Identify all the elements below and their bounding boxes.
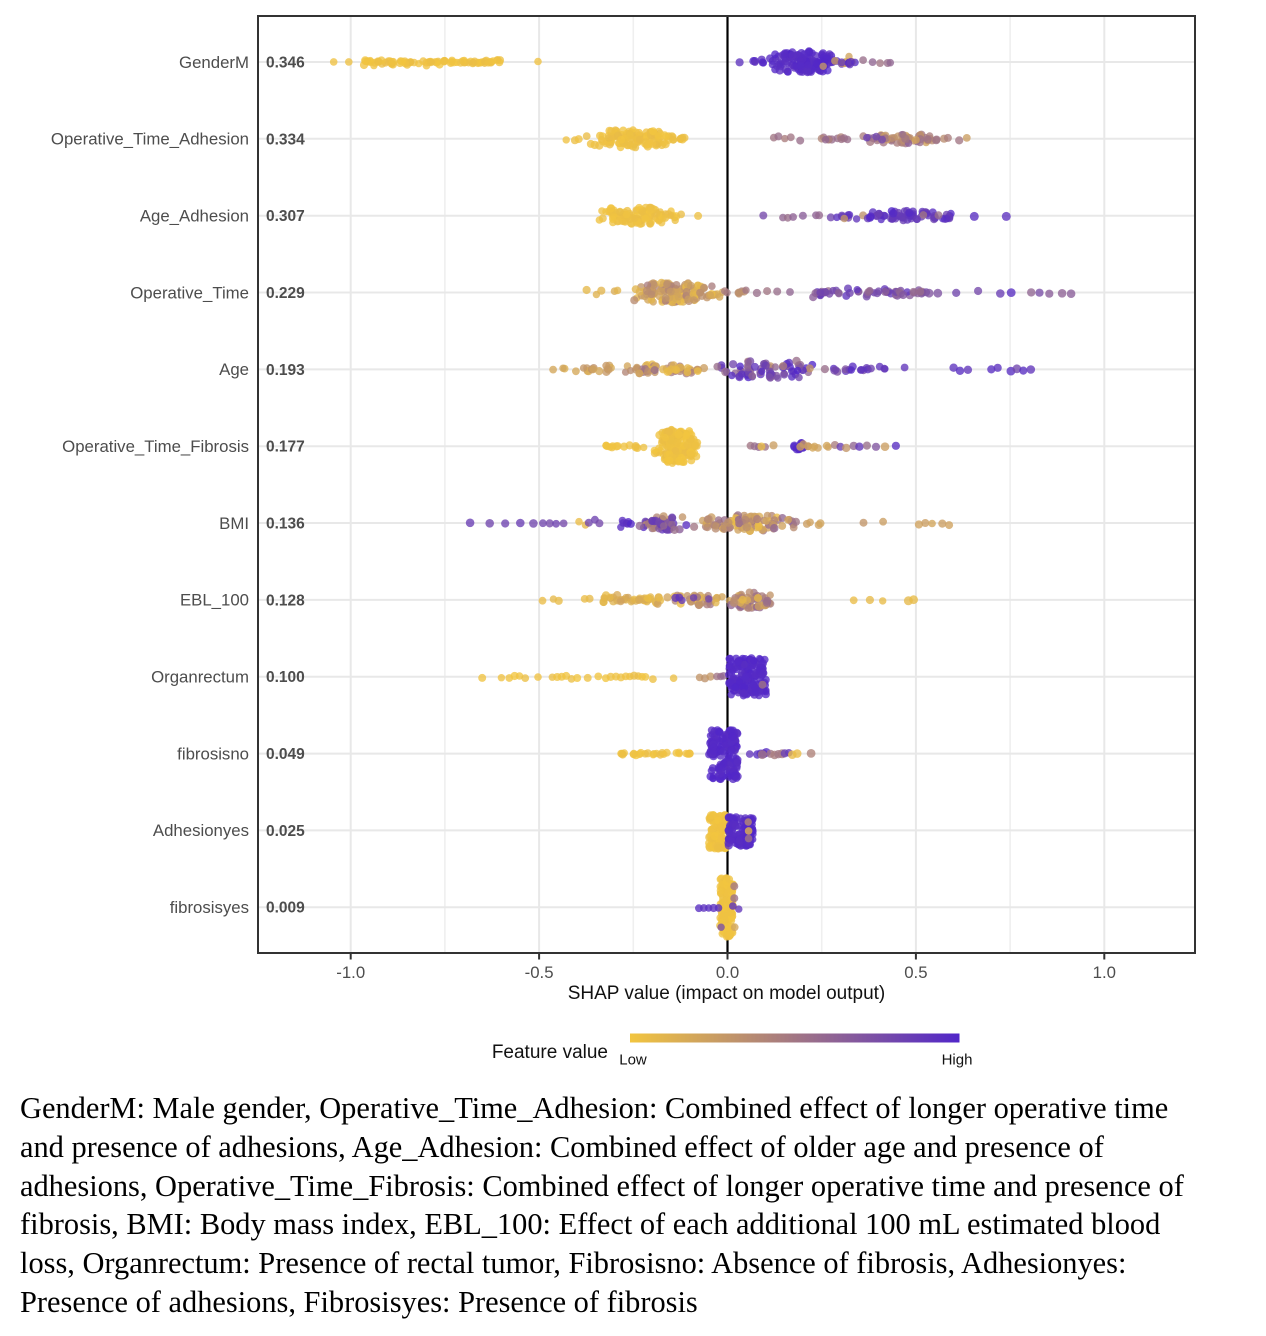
svg-text:0.5: 0.5 — [904, 963, 927, 982]
svg-text:-1.0: -1.0 — [336, 963, 365, 982]
svg-text:Adhesionyes: Adhesionyes — [153, 821, 249, 840]
svg-text:0.0: 0.0 — [716, 963, 739, 982]
svg-text:BMI: BMI — [219, 514, 249, 533]
svg-text:Organrectum: Organrectum — [151, 668, 249, 687]
svg-text:0.229: 0.229 — [266, 285, 305, 302]
svg-text:Operative_Time: Operative_Time — [130, 283, 249, 302]
svg-text:Feature value: Feature value — [492, 1042, 608, 1063]
svg-text:0.177: 0.177 — [266, 439, 305, 456]
svg-text:0.128: 0.128 — [266, 592, 305, 609]
svg-text:Operative_Time_Fibrosis: Operative_Time_Fibrosis — [62, 437, 249, 456]
svg-text:0.100: 0.100 — [266, 669, 305, 686]
svg-text:0.307: 0.307 — [266, 208, 305, 225]
svg-text:SHAP value (impact on model ou: SHAP value (impact on model output) — [568, 983, 886, 1004]
svg-text:0.049: 0.049 — [266, 746, 305, 763]
svg-text:Age: Age — [219, 360, 249, 379]
svg-text:fibrosisno: fibrosisno — [177, 744, 249, 763]
svg-text:0.193: 0.193 — [266, 362, 305, 379]
svg-text:1.0: 1.0 — [1093, 963, 1116, 982]
svg-text:0.334: 0.334 — [266, 131, 305, 148]
svg-text:Low: Low — [619, 1052, 647, 1069]
svg-text:fibrosisyes: fibrosisyes — [170, 898, 249, 917]
svg-text:0.009: 0.009 — [266, 900, 305, 917]
svg-text:0.025: 0.025 — [266, 823, 305, 840]
svg-text:Operative_Time_Adhesion: Operative_Time_Adhesion — [51, 130, 249, 149]
svg-text:0.346: 0.346 — [266, 55, 305, 72]
svg-text:High: High — [942, 1052, 973, 1069]
svg-text:-0.5: -0.5 — [525, 963, 554, 982]
svg-text:EBL_100: EBL_100 — [180, 591, 249, 610]
svg-text:0.136: 0.136 — [266, 516, 305, 533]
svg-text:Age_Adhesion: Age_Adhesion — [140, 207, 249, 226]
svg-text:GenderM: GenderM — [179, 53, 249, 72]
